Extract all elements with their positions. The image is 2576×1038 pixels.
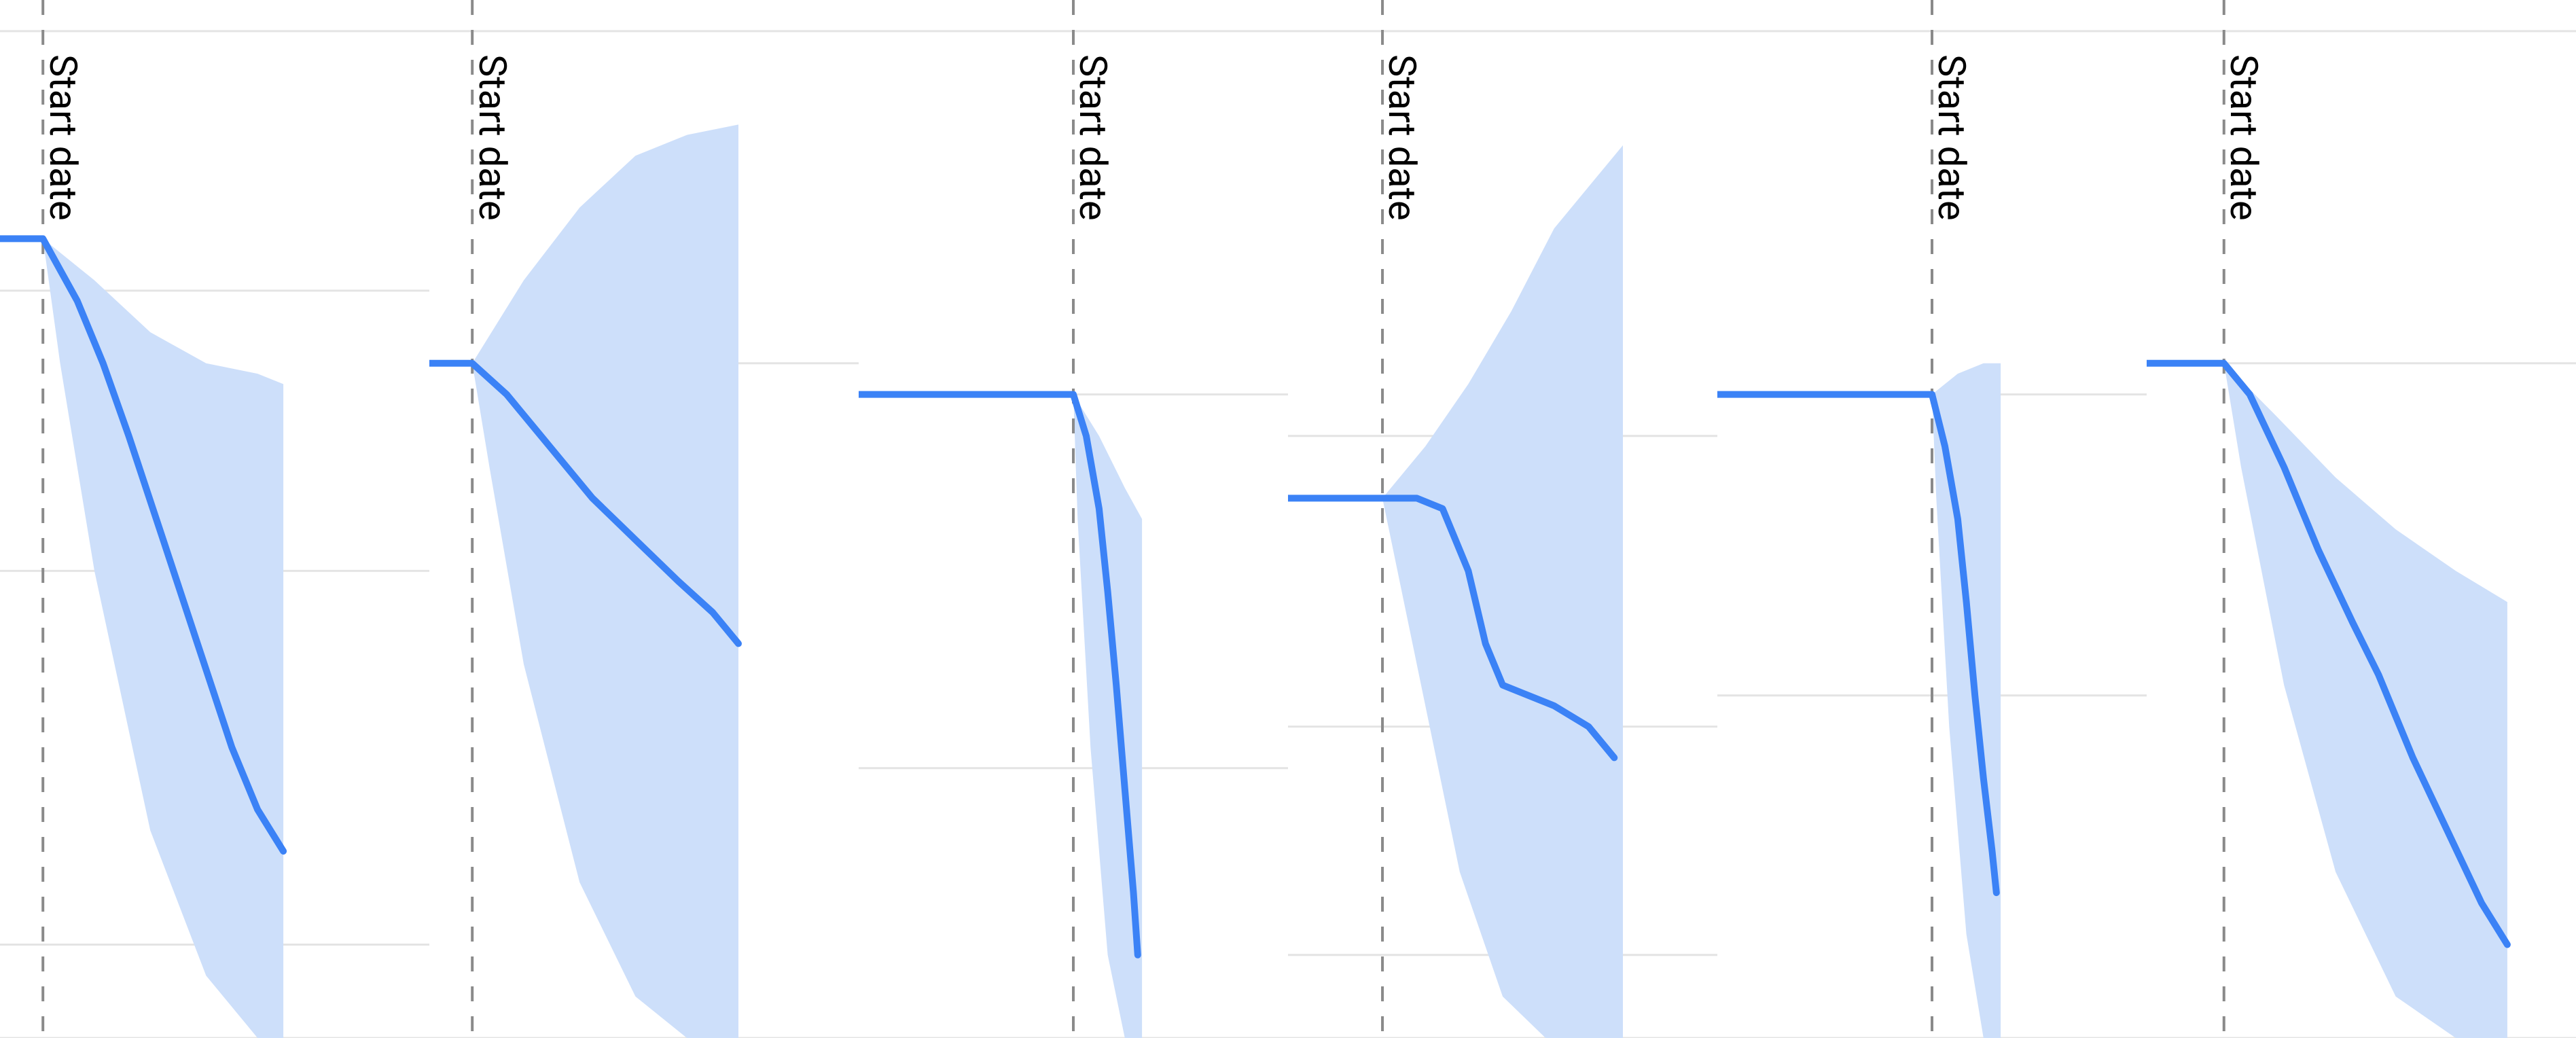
uncertainty-fan	[2224, 363, 2507, 1038]
chart-panel-p1: Start date	[0, 0, 429, 1038]
chart-panel-p3: Start date	[859, 0, 1288, 1038]
start-date-label: Start date	[1380, 54, 1425, 221]
start-date-label: Start date	[1929, 54, 1974, 221]
start-date-label: Start date	[1071, 54, 1115, 221]
uncertainty-fan	[1932, 363, 2001, 1038]
chart-svg	[2147, 0, 2576, 1038]
uncertainty-fan	[472, 124, 738, 1038]
chart-panel-p2: Start date	[429, 0, 859, 1038]
chart-panel-p4: Start date	[1288, 0, 1717, 1038]
start-date-label: Start date	[2221, 54, 2266, 221]
uncertainty-fan	[1073, 395, 1142, 1038]
chart-panel-p5: Start date	[1717, 0, 2147, 1038]
start-date-label: Start date	[470, 54, 515, 221]
uncertainty-fan	[1382, 145, 1623, 1038]
chart-panel-p6: Start date	[2147, 0, 2576, 1038]
start-date-label: Start date	[41, 54, 86, 221]
chart-svg	[1288, 0, 1717, 1038]
small-multiples-grid: Start date Start date Start date Start date…	[0, 0, 2576, 1038]
uncertainty-fan	[43, 238, 283, 1038]
